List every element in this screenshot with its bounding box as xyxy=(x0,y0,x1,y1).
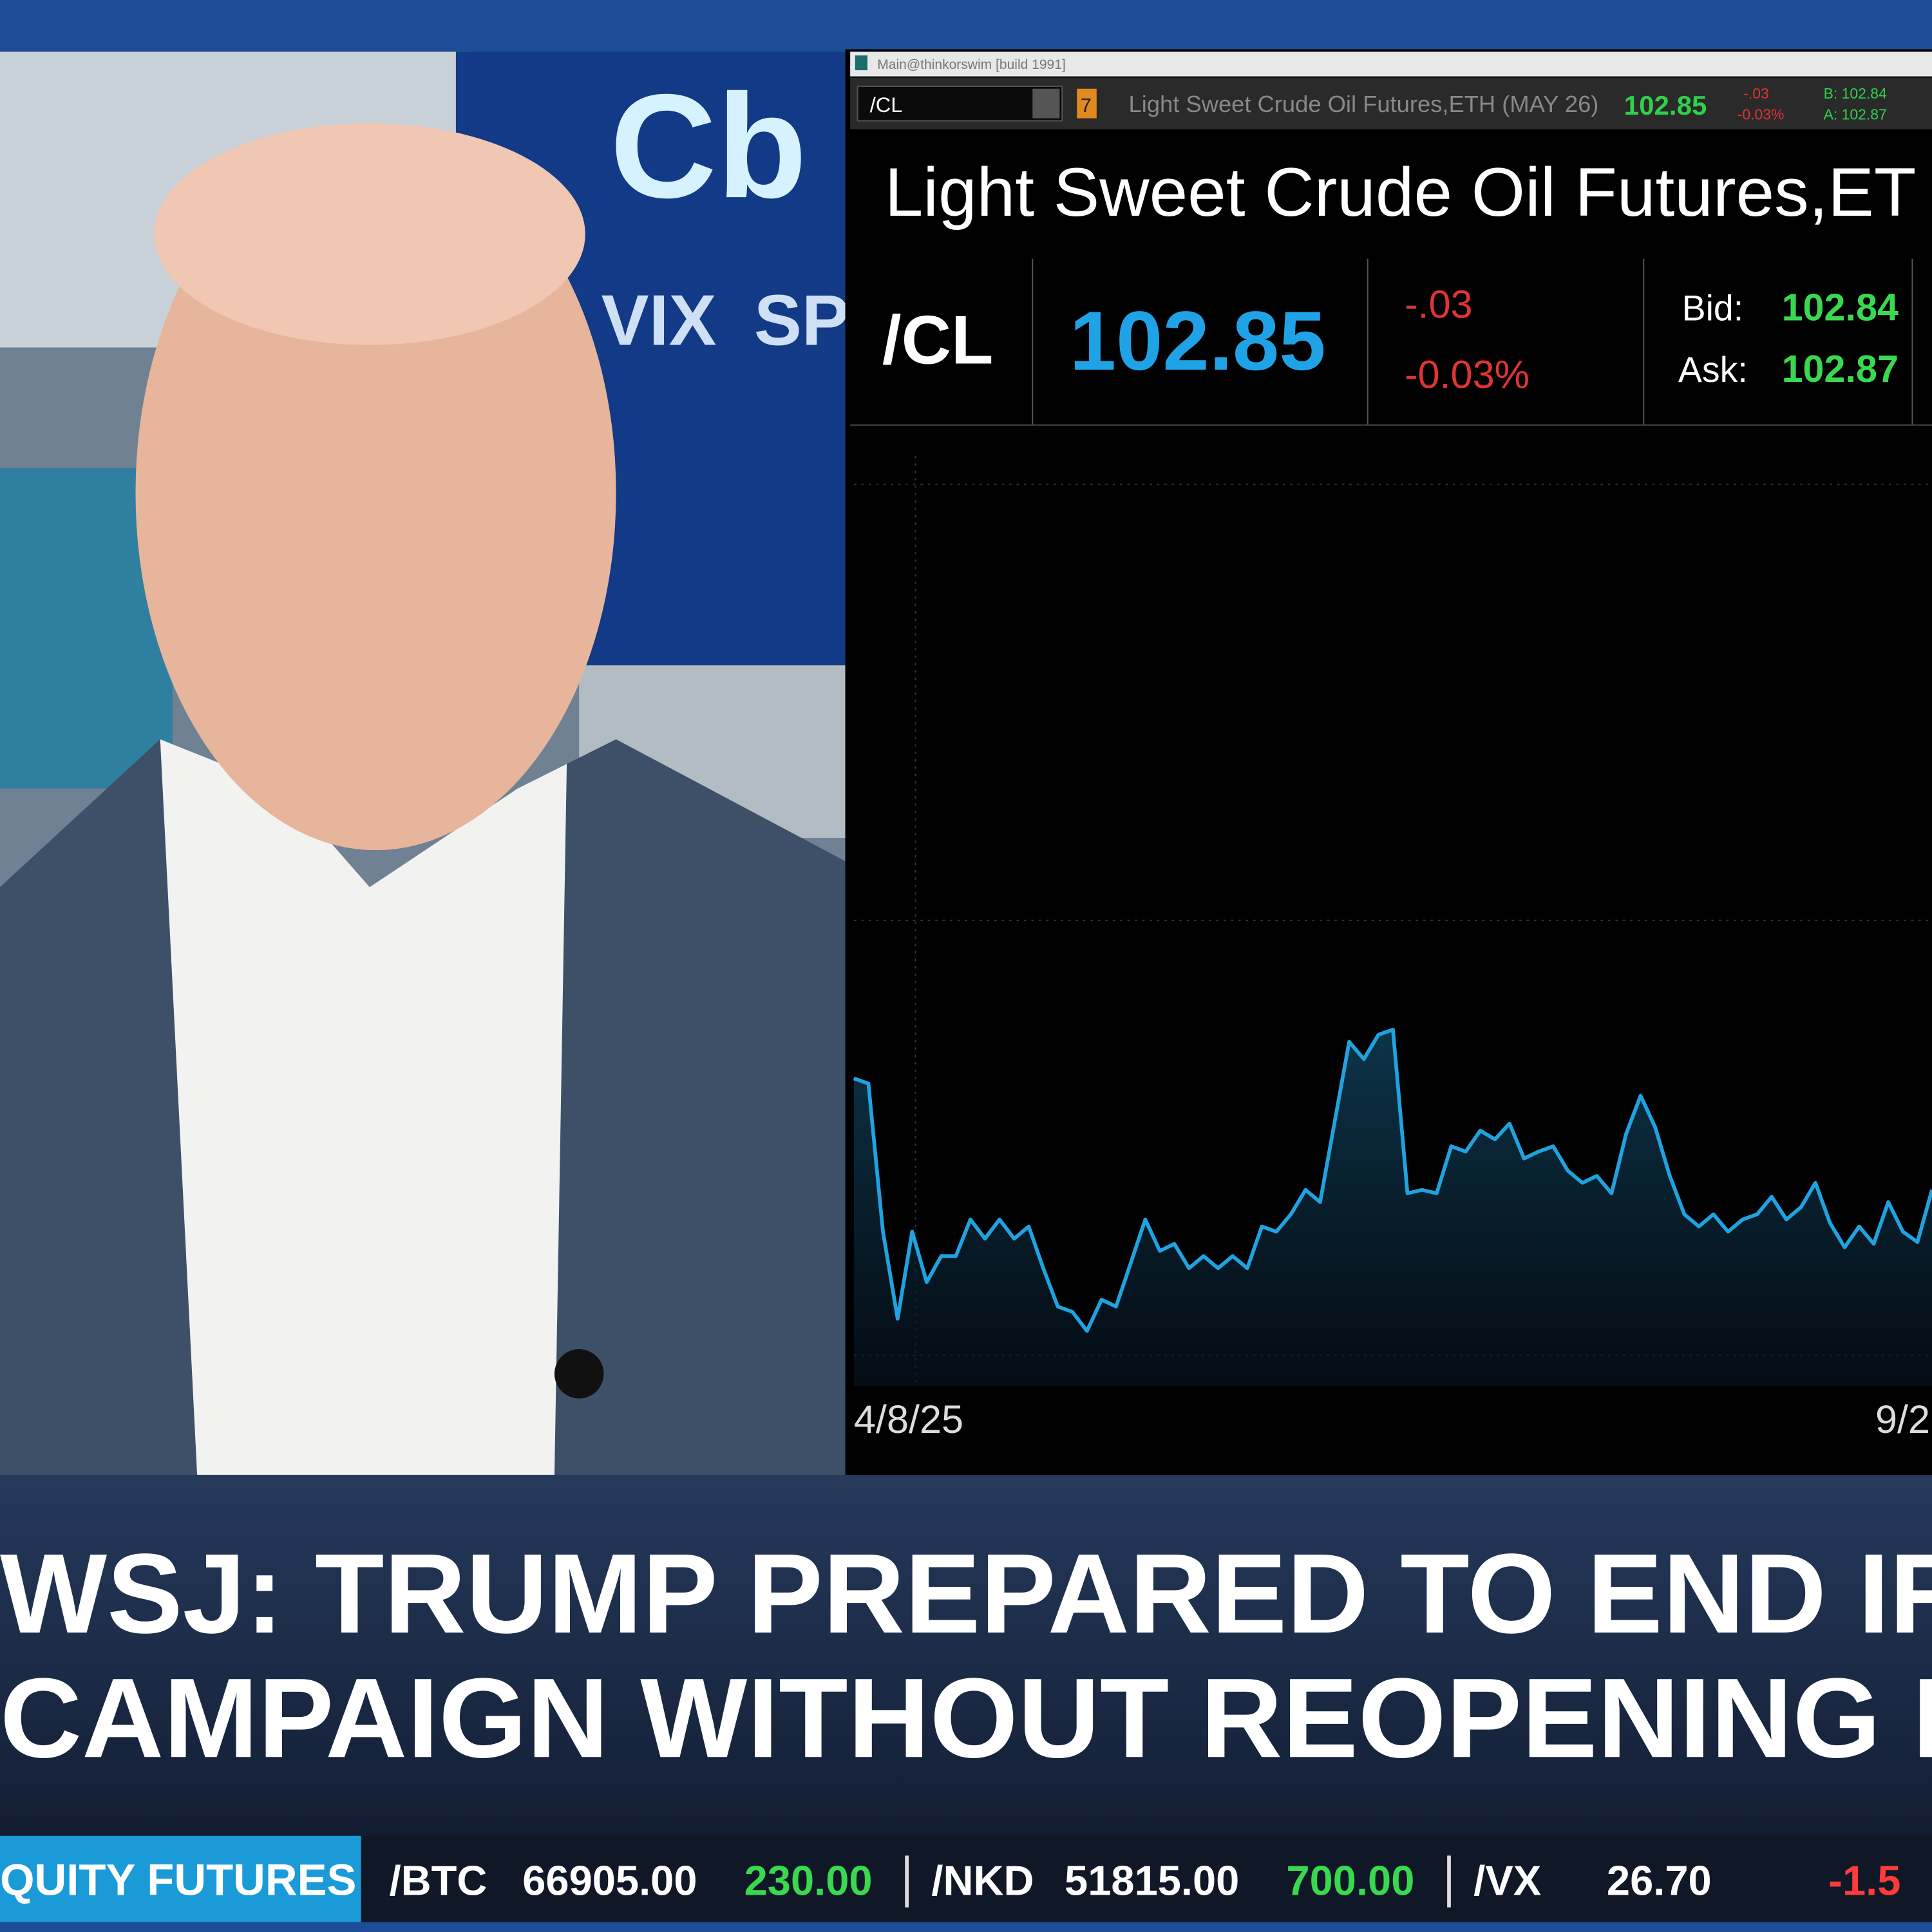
studio-video: Cb VIX SPX xyxy=(0,52,897,1475)
bid-label: Bid: xyxy=(1682,288,1744,328)
trading-window: Main@thinkorswim [build 1991] /CL 7 Ligh… xyxy=(845,49,1932,1475)
studio-logo: Cb xyxy=(610,63,807,229)
ticker-change: 700.00 xyxy=(1286,1857,1414,1904)
badge: 7 xyxy=(1081,95,1092,117)
ticker-price: 26.70 xyxy=(1607,1857,1712,1904)
ask-value: 102.87 xyxy=(1782,347,1899,390)
headline-line: CAMPAIGN WITHOUT REOPENING HOR xyxy=(0,1655,1932,1781)
headline-line: WSJ: TRUMP PREPARED TO END IRAN xyxy=(0,1531,1932,1657)
ticker-symbol: /NKD xyxy=(931,1857,1034,1904)
symbol-input[interactable] xyxy=(857,85,1063,122)
ask-label: Ask: xyxy=(1678,350,1748,390)
window-ask: A: 102.87 xyxy=(1824,106,1887,123)
x-tick-label: 4/8/25 xyxy=(854,1397,963,1441)
quote-symbol: /CL xyxy=(882,301,994,378)
bid-value: 102.84 xyxy=(1782,285,1899,328)
quote-title: Light Sweet Crude Oil Futures,ET xyxy=(885,153,1917,231)
window-title: Main@thinkorswim [build 1991] xyxy=(877,57,1066,72)
window-change-pct: -0.03% xyxy=(1738,106,1785,123)
quote-change-pct: -0.03% xyxy=(1405,353,1530,397)
studio-screen-text: VIX xyxy=(601,281,717,361)
headline-band xyxy=(0,1475,1932,1836)
ticker-label: QUITY FUTURES xyxy=(0,1855,356,1905)
window-change: -.03 xyxy=(1743,85,1769,102)
ticker-price: 51815.00 xyxy=(1065,1857,1239,1904)
quote-change: -.03 xyxy=(1405,283,1473,327)
ticker-items: /BTC 66905.00 230.00/NKD 51815.00 700.00/VX 2… xyxy=(390,1855,1900,1908)
window-last: 102.85 xyxy=(1624,90,1707,120)
symbol-input-text: /CL xyxy=(870,93,903,117)
ticker-change: -1.5 xyxy=(1828,1857,1900,1904)
top-bar xyxy=(0,0,1932,52)
window-bid: B: 102.84 xyxy=(1824,85,1887,102)
quote-last: 102.85 xyxy=(1070,294,1326,388)
price-area xyxy=(853,1029,1932,1387)
ticker-price: 66905.00 xyxy=(522,1857,697,1904)
ticker-change: 230.00 xyxy=(744,1857,873,1904)
x-tick-label: 9/2 xyxy=(1875,1397,1930,1441)
ticker-symbol: /VX xyxy=(1473,1857,1541,1904)
price-chart xyxy=(853,1027,1932,1387)
ticker-symbol: /BTC xyxy=(390,1857,488,1904)
ticker-label-box xyxy=(0,1835,361,1922)
window-description: Light Sweet Crude Oil Futures,ETH (MAY 2… xyxy=(1129,91,1599,117)
price-line xyxy=(853,1027,1932,1333)
